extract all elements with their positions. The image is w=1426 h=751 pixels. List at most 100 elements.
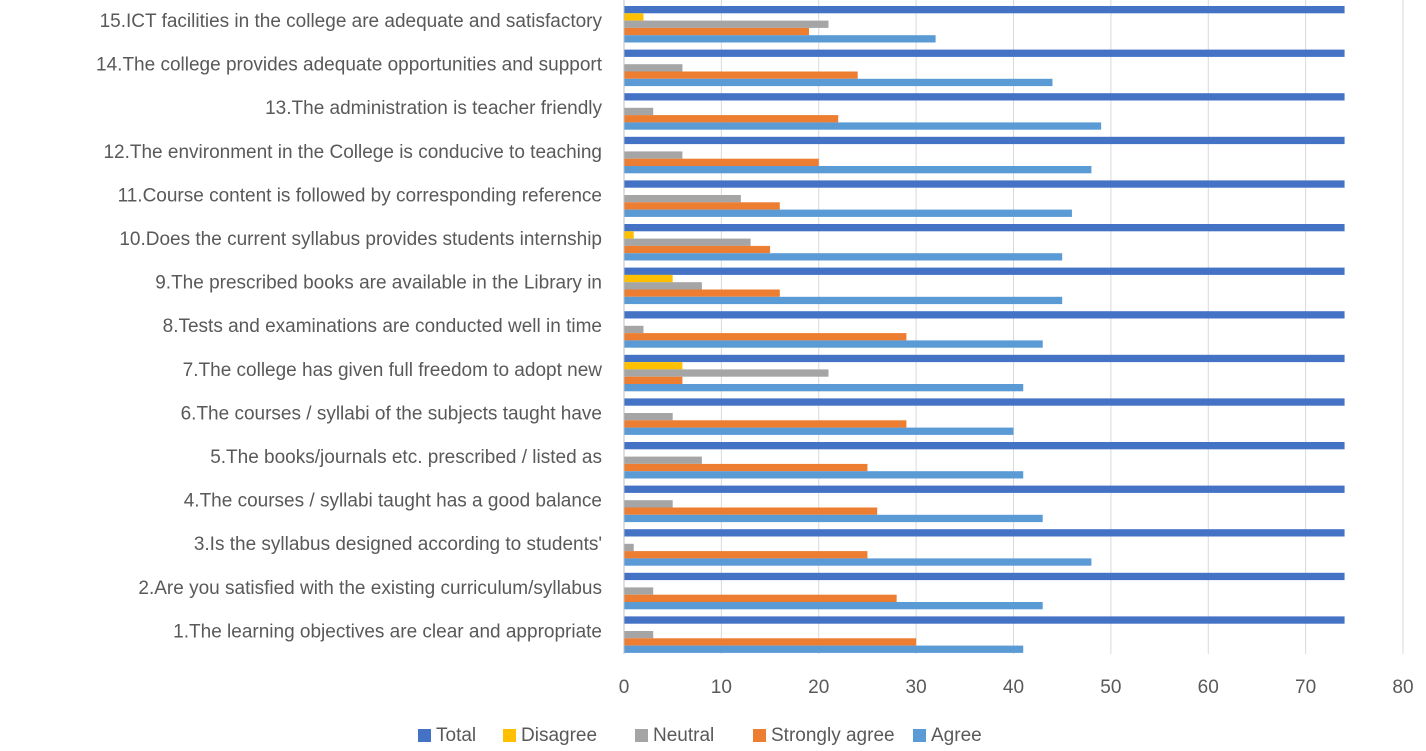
category-label: 8.Tests and examinations are conducted w…	[163, 316, 602, 337]
strongly-agree-bar	[624, 202, 780, 210]
strongly-agree-bar	[624, 71, 858, 79]
agree-bar	[624, 166, 1092, 174]
value-axis-ticks: 0 10 20 30 40 50 60 70 80	[619, 677, 1414, 698]
neutral-bar	[624, 325, 644, 334]
agree-bar	[624, 296, 1063, 305]
legend-item: Disagree	[503, 725, 597, 746]
total-bar	[624, 224, 1345, 232]
disagree-bar	[624, 13, 644, 21]
agree-bar	[624, 558, 1092, 566]
total-bar	[624, 485, 1345, 493]
agree-bar	[624, 209, 1072, 217]
legend-item: Neutral	[635, 725, 714, 746]
agree-bar	[624, 384, 1024, 392]
legend-item: Agree	[913, 725, 982, 746]
tick-label: 20	[808, 677, 829, 698]
neutral-bar	[624, 456, 702, 464]
tick-label: 60	[1198, 677, 1219, 698]
category-label: 4.The courses / syllabi taught has a goo…	[184, 491, 602, 512]
total-bar	[624, 398, 1345, 406]
legend-item: Total	[418, 725, 476, 746]
strongly-agree-bar	[624, 333, 907, 341]
total-bar	[624, 529, 1345, 537]
agree-bar	[624, 602, 1043, 610]
neutral-bar	[624, 64, 683, 72]
total-bar	[624, 311, 1345, 319]
legend-swatch	[418, 729, 431, 742]
legend: Total Disagree Neutral Strongly agree Agree	[418, 725, 982, 746]
neutral-bar	[624, 107, 654, 116]
agree-bar	[624, 514, 1043, 523]
strongly-agree-bar	[624, 420, 907, 428]
legend-label: Total	[436, 725, 476, 746]
disagree-bar	[624, 274, 673, 283]
category-label: 10.Does the current syllabus provides st…	[119, 229, 602, 250]
category-label: 14.The college provides adequate opportu…	[96, 55, 603, 76]
category-label: 1.The learning objectives are clear and …	[173, 621, 602, 642]
total-bar	[624, 572, 1345, 581]
strongly-agree-bar	[624, 245, 771, 254]
neutral-bar	[624, 195, 741, 203]
agree-bar	[624, 340, 1043, 348]
legend-swatch	[913, 729, 926, 742]
category-label: 11.Course content is followed by corresp…	[118, 185, 602, 206]
strongly-agree-bar	[624, 507, 878, 515]
gridlines	[720, 0, 1404, 654]
neutral-bar	[624, 20, 829, 28]
neutral-bar	[624, 151, 683, 159]
total-bar	[624, 49, 1345, 57]
bars	[624, 6, 1345, 653]
total-bar	[624, 267, 1345, 275]
total-bar	[624, 180, 1345, 188]
strongly-agree-bar	[624, 115, 839, 123]
total-bar	[624, 616, 1345, 624]
tick-label: 10	[711, 677, 732, 698]
neutral-bar	[624, 369, 829, 377]
strongly-agree-bar	[624, 376, 683, 384]
agree-bar	[624, 78, 1053, 87]
neutral-bar	[624, 282, 702, 290]
legend-swatch	[503, 729, 516, 742]
total-bar	[624, 354, 1345, 363]
category-labels: 1.The learning objectives are clear and …	[96, 11, 603, 642]
tick-label: 40	[1003, 677, 1024, 698]
category-label: 13.The administration is teacher friendl…	[265, 98, 602, 119]
strongly-agree-bar	[624, 289, 780, 297]
neutral-bar	[624, 543, 634, 552]
total-bar	[624, 136, 1345, 145]
neutral-bar	[624, 500, 673, 508]
total-bar	[624, 6, 1345, 14]
total-bar	[624, 442, 1345, 450]
agree-bar	[624, 253, 1063, 261]
strongly-agree-bar	[624, 551, 868, 559]
strongly-agree-bar	[624, 27, 810, 36]
neutral-bar	[624, 413, 673, 421]
legend-item: Strongly agree	[753, 725, 895, 746]
neutral-bar	[624, 238, 751, 246]
legend-label: Agree	[931, 725, 982, 746]
tick-label: 80	[1392, 677, 1413, 698]
category-label: 6.The courses / syllabi of the subjects …	[181, 403, 602, 424]
tick-label: 30	[906, 677, 927, 698]
disagree-bar	[624, 362, 683, 370]
agree-bar	[624, 471, 1024, 479]
legend-swatch	[635, 729, 648, 742]
neutral-bar	[624, 587, 654, 595]
category-label: 2.Are you satisfied with the existing cu…	[138, 578, 602, 599]
strongly-agree-bar	[624, 638, 917, 646]
legend-swatch	[753, 729, 766, 742]
neutral-bar	[624, 631, 654, 639]
agree-bar	[624, 645, 1024, 653]
category-label: 15.ICT facilities in the college are ade…	[100, 11, 603, 32]
category-label: 12.The environment in the College is con…	[103, 142, 602, 163]
agree-bar	[624, 122, 1102, 130]
disagree-bar	[624, 231, 634, 239]
tick-label: 50	[1100, 677, 1121, 698]
legend-label: Strongly agree	[771, 725, 895, 746]
strongly-agree-bar	[624, 594, 897, 602]
strongly-agree-bar	[624, 463, 868, 472]
legend-label: Disagree	[521, 725, 597, 746]
agree-bar	[624, 427, 1014, 435]
agree-bar	[624, 35, 936, 43]
